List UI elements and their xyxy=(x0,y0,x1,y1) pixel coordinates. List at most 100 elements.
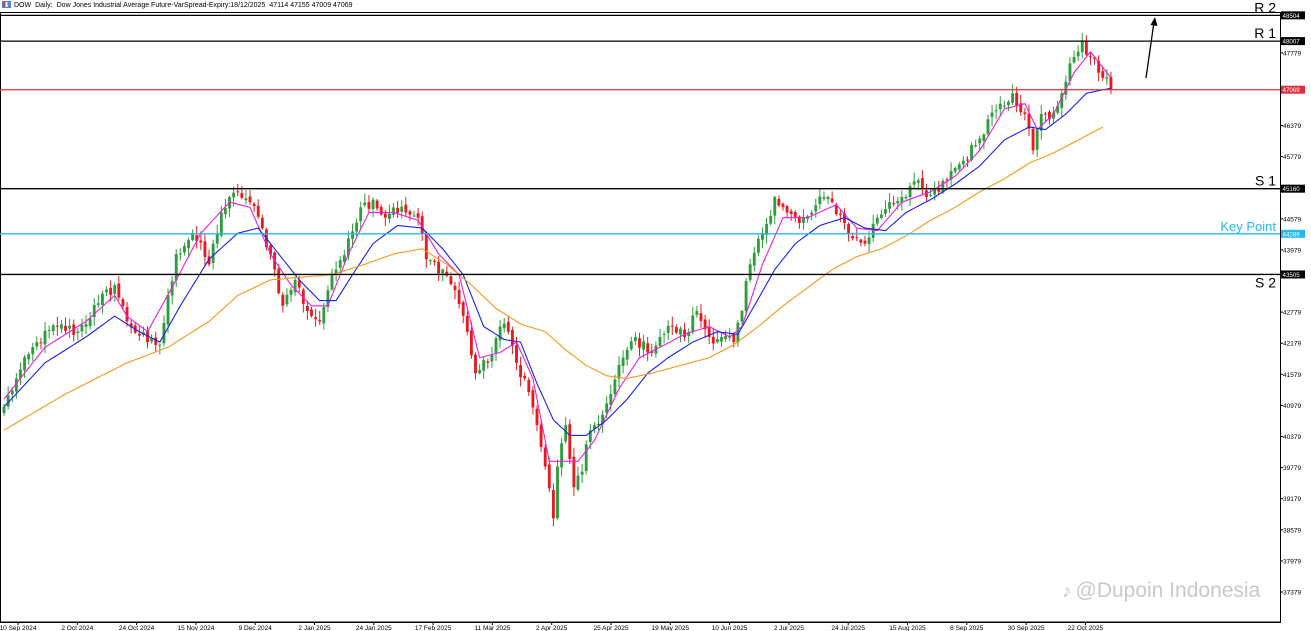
candle xyxy=(281,292,285,313)
candle-body xyxy=(777,198,781,206)
candle-body xyxy=(248,196,252,203)
candle-body xyxy=(351,231,354,239)
candle-body xyxy=(211,243,215,263)
candle-body xyxy=(1043,113,1047,115)
candle xyxy=(371,197,375,217)
moving-average-line-2 xyxy=(3,87,1112,436)
candle xyxy=(1060,90,1064,117)
s-1-price-label: 45160 xyxy=(1283,186,1301,193)
candle-body xyxy=(203,241,207,258)
candle xyxy=(937,180,941,196)
candle xyxy=(691,306,695,335)
candle-body xyxy=(986,119,990,134)
s-2-label: S 2 xyxy=(1255,274,1276,290)
candle-body xyxy=(14,378,18,392)
candle xyxy=(888,193,892,213)
y-tick-label: 39779 xyxy=(1283,465,1301,472)
candle xyxy=(207,249,211,267)
candle-body xyxy=(461,302,465,316)
candle-body xyxy=(810,212,814,215)
candle xyxy=(248,190,252,206)
candle-body xyxy=(707,327,711,337)
candle-body xyxy=(793,212,797,217)
candle-body xyxy=(580,471,584,475)
x-tick-label: 2 Apr 2025 xyxy=(536,625,568,631)
candle-body xyxy=(564,425,568,442)
candle xyxy=(252,202,256,213)
candle-body xyxy=(150,337,154,342)
timeframe: Daily: xyxy=(35,2,53,9)
candle xyxy=(892,195,896,207)
y-tick-label: 46379 xyxy=(1283,123,1301,130)
candle xyxy=(728,328,732,341)
candle-body xyxy=(908,186,912,198)
candle xyxy=(822,191,826,201)
candle-body xyxy=(1039,114,1043,131)
x-tick-label: 25 Apr 2025 xyxy=(593,625,628,631)
candle xyxy=(478,364,482,375)
candle-body xyxy=(933,189,937,195)
candle-body xyxy=(244,198,248,201)
candle xyxy=(966,156,969,167)
candle-body xyxy=(191,233,195,241)
candle xyxy=(1019,94,1023,116)
candle-body xyxy=(974,145,978,147)
candle xyxy=(629,336,633,352)
candle-body xyxy=(834,204,838,215)
s-2-price-label: 43505 xyxy=(1283,272,1301,279)
candle-body xyxy=(629,341,633,350)
y-tick-label: 42179 xyxy=(1283,341,1301,348)
candle-body xyxy=(994,110,998,112)
candle xyxy=(334,261,338,281)
candle-body xyxy=(916,180,920,183)
candle-body xyxy=(871,223,875,238)
candle xyxy=(715,330,719,344)
tiktok-icon: ♪ xyxy=(1062,581,1072,602)
candle-body xyxy=(666,325,670,333)
current-price-price-box xyxy=(1281,85,1305,94)
candle-body xyxy=(978,138,982,144)
candle-body xyxy=(182,246,186,253)
candle-body xyxy=(310,309,313,317)
candle xyxy=(679,326,682,343)
candle-body xyxy=(359,207,363,222)
candle-body xyxy=(687,331,691,337)
candle xyxy=(843,208,846,230)
candle-body xyxy=(744,280,748,312)
candle xyxy=(683,322,687,342)
y-tick-label: 42779 xyxy=(1283,310,1301,317)
candle-body xyxy=(646,343,650,353)
candle-body xyxy=(592,425,596,430)
y-tick-label: 44579 xyxy=(1283,216,1301,223)
candle-body xyxy=(920,178,924,190)
candle-body xyxy=(1109,77,1113,90)
candle-body xyxy=(215,233,219,244)
candle xyxy=(412,210,416,217)
candle xyxy=(761,227,764,249)
s-1-label: S 1 xyxy=(1255,173,1276,189)
candle-body xyxy=(223,208,227,215)
candle xyxy=(879,209,883,220)
candle xyxy=(650,343,654,357)
candle xyxy=(211,239,215,270)
candle xyxy=(96,294,100,308)
candle xyxy=(154,331,158,353)
candle xyxy=(31,342,35,362)
s-1-price-box xyxy=(1281,184,1305,193)
candle xyxy=(27,352,31,365)
candle-body xyxy=(498,326,502,341)
candle-body xyxy=(297,280,301,288)
candle-body xyxy=(84,323,88,327)
candle-body xyxy=(523,375,527,379)
candle xyxy=(367,195,371,213)
candle-body xyxy=(408,211,412,215)
candle xyxy=(1097,55,1101,82)
candle xyxy=(1109,71,1113,95)
candle-body xyxy=(314,317,318,320)
chart-header: DOW Daily: Dow Jones Industrial Average Fu… xyxy=(2,0,357,12)
candle-body xyxy=(1089,56,1092,58)
candle xyxy=(437,256,441,281)
candle xyxy=(847,222,851,242)
candle xyxy=(527,377,531,396)
